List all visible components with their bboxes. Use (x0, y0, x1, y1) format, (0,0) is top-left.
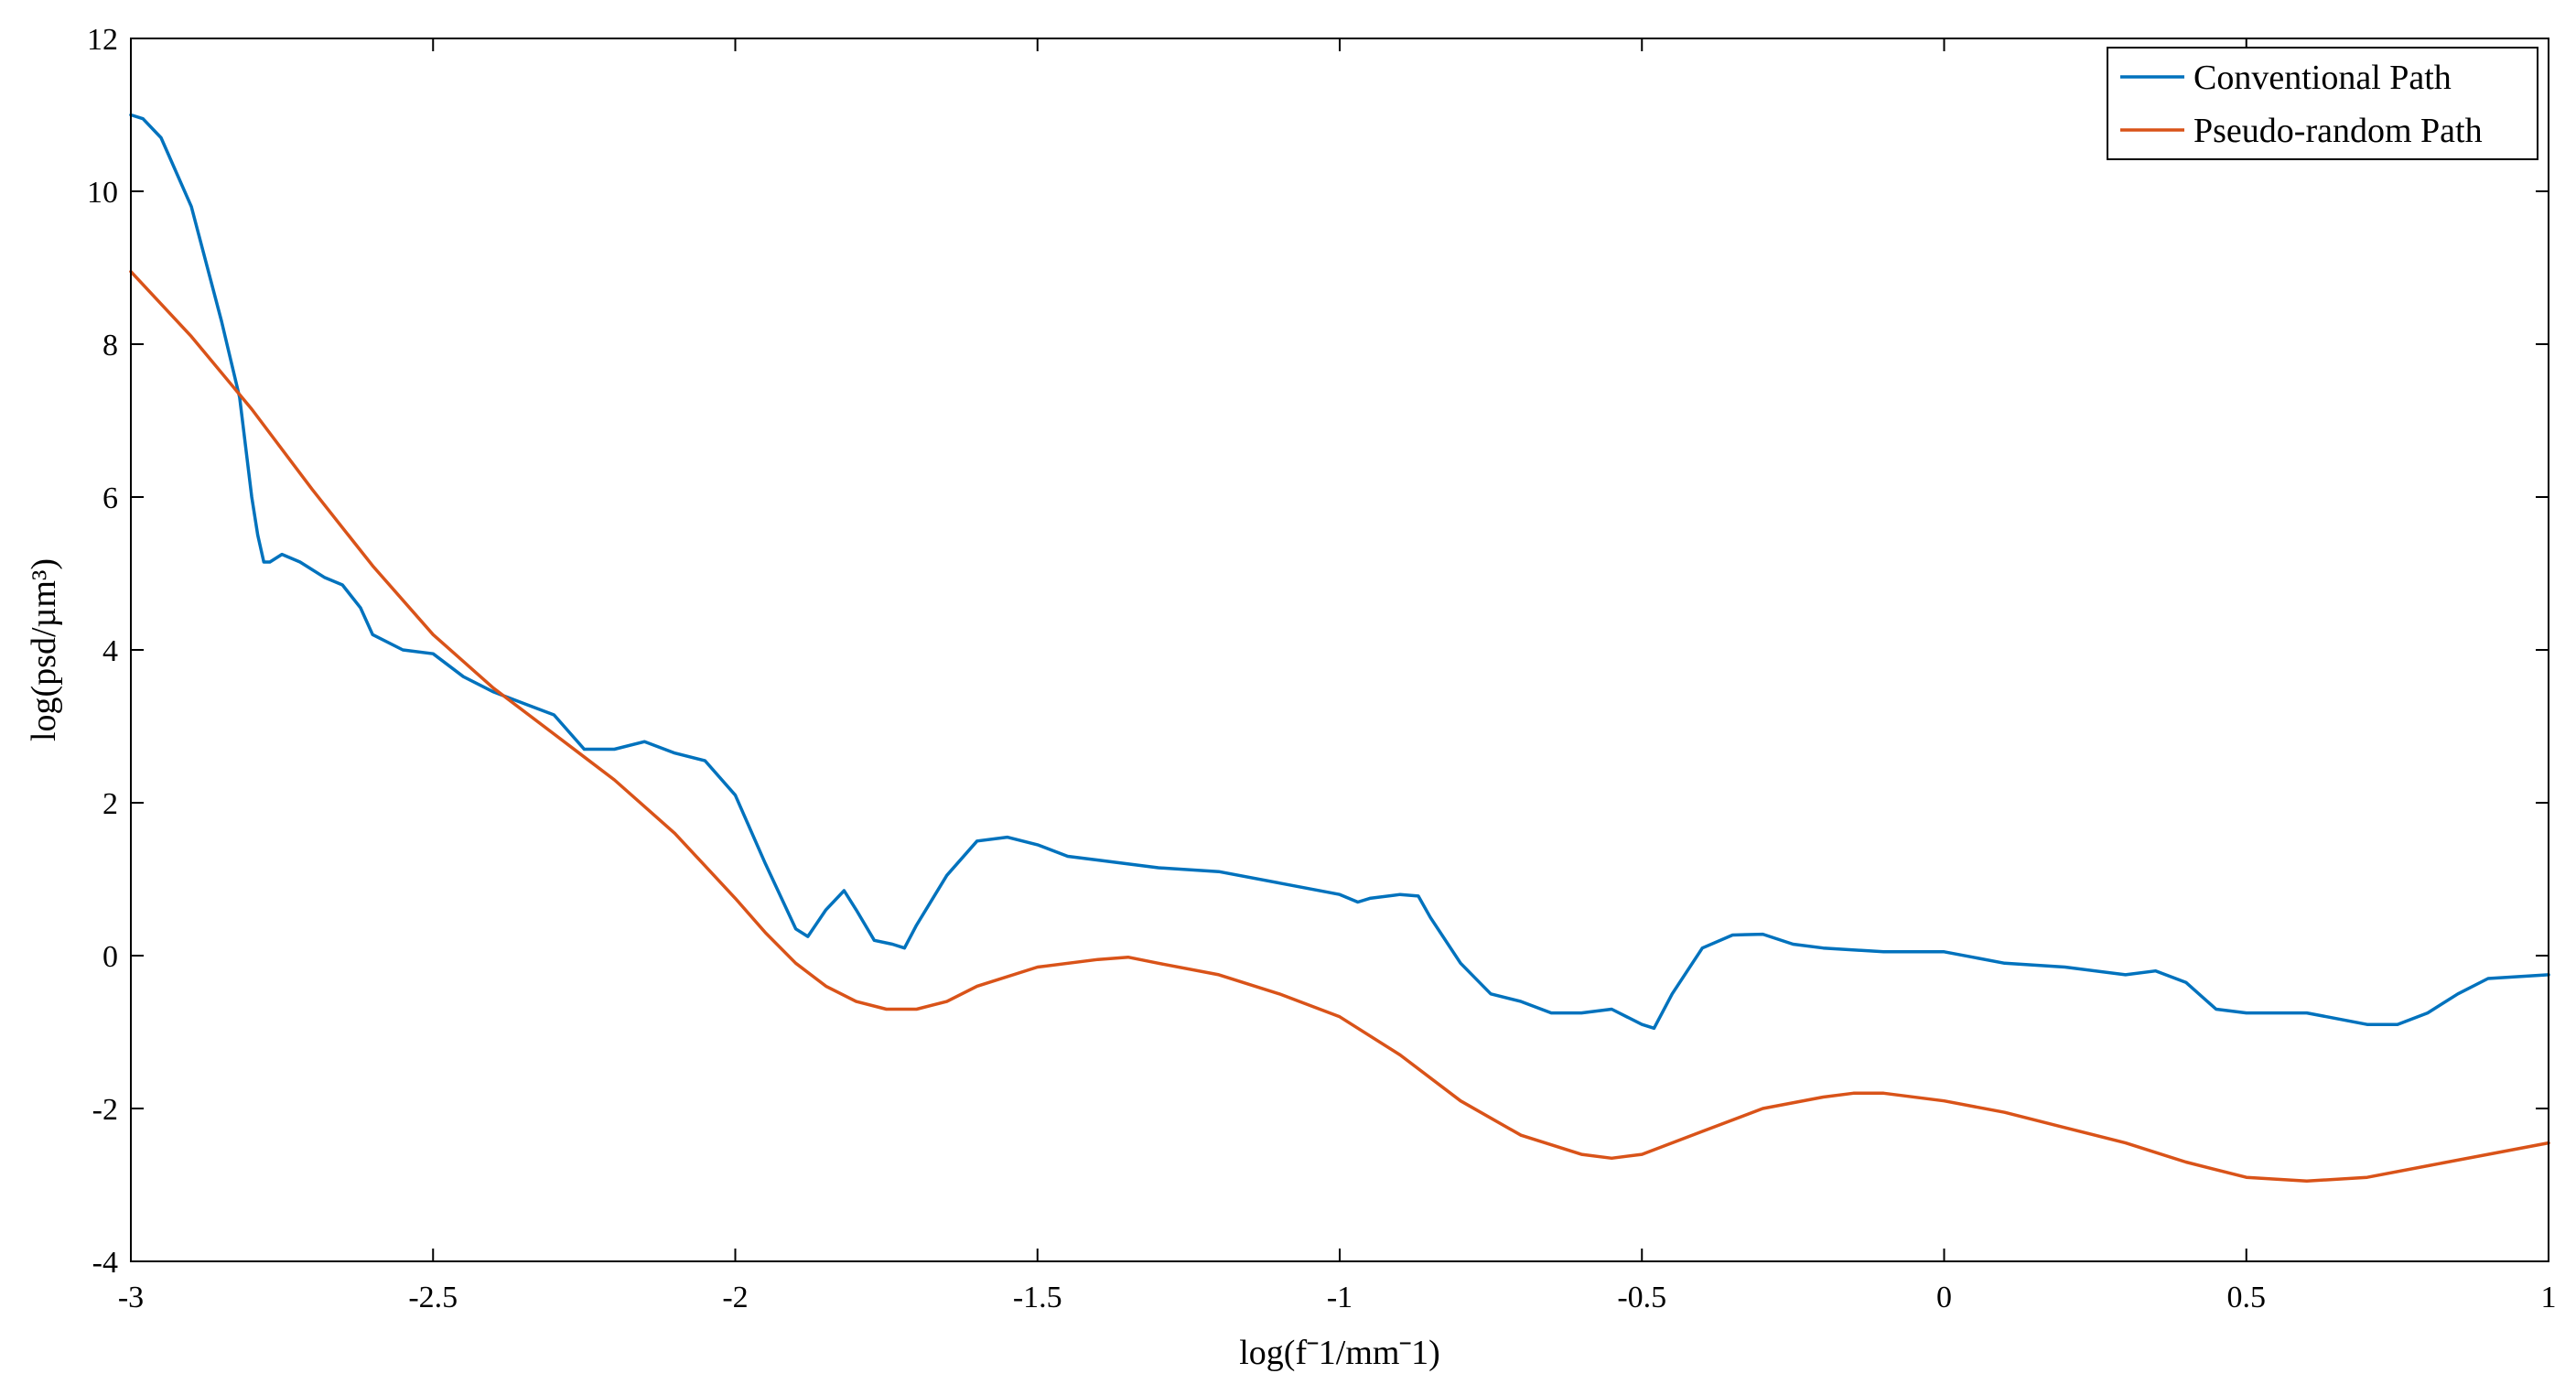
y-tick-label: 0 (102, 940, 118, 974)
x-axis: -3 -2.5 -2 -1.5 -1 -0.5 0 0.5 1 (118, 38, 2557, 1314)
y-tick-label: -4 (92, 1246, 118, 1280)
x-tick-label: -2.5 (408, 1281, 458, 1314)
x-tick-label: 1 (2541, 1281, 2557, 1314)
x-tick-label: 0 (1936, 1281, 1952, 1314)
x-tick-label: 0.5 (2227, 1281, 2267, 1314)
legend-label-1: Conventional Path (2193, 59, 2452, 97)
y-tick-label: 2 (102, 787, 118, 821)
x-axis-label: log(fˉ1/mmˉ1) (1239, 1334, 1440, 1372)
y-axis-label: log(psd/µm³) (25, 558, 63, 741)
x-tick-label: -0.5 (1617, 1281, 1666, 1314)
x-tick-label: -1 (1327, 1281, 1353, 1314)
legend-label-2: Pseudo-random Path (2193, 112, 2483, 150)
series-line-2 (129, 269, 2550, 1184)
y-tick-label: 10 (87, 176, 118, 210)
y-tick-label: 12 (87, 23, 118, 57)
y-tick-label: 4 (102, 634, 118, 668)
y-tick-label: 6 (102, 481, 118, 515)
y-tick-label: -2 (92, 1093, 118, 1127)
legend: Conventional Path Pseudo-random Path (2107, 47, 2538, 160)
x-tick-label: -3 (118, 1281, 144, 1314)
legend-box (2107, 47, 2538, 160)
x-tick-label: -2 (722, 1281, 748, 1314)
series-line-1 (129, 113, 2550, 1031)
x-tick-label: -1.5 (1013, 1281, 1062, 1314)
y-axis: -4 -2 0 2 4 6 8 10 12 (87, 23, 2549, 1280)
y-tick-label: 8 (102, 329, 118, 362)
series-layer (129, 113, 2550, 1184)
